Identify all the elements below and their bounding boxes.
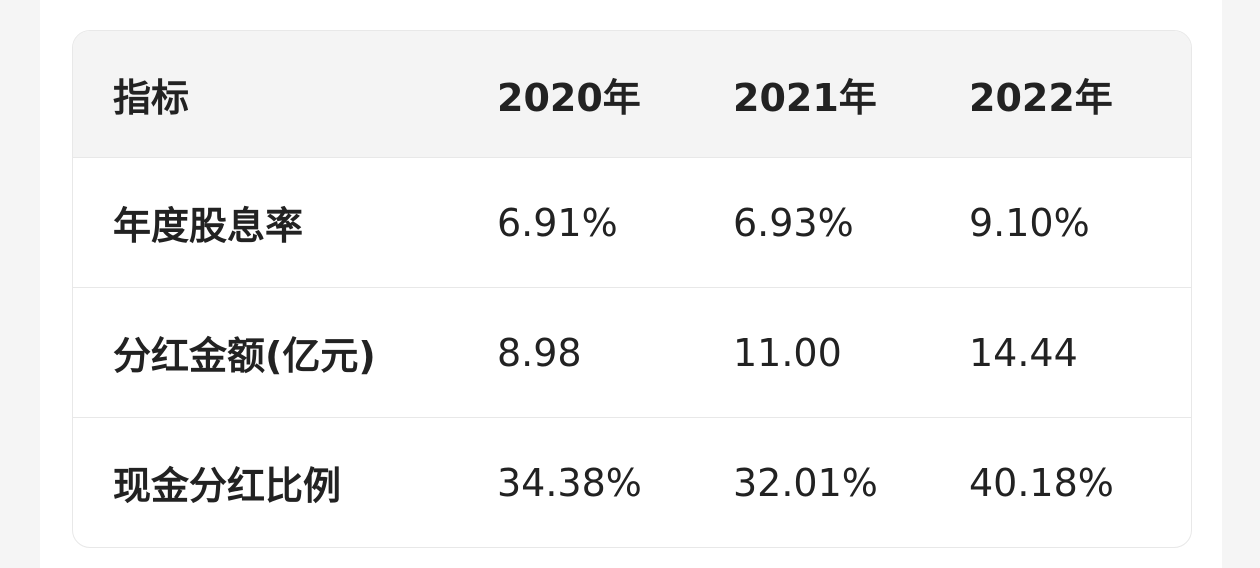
value-cell: 6.91% [497, 200, 618, 245]
header-cell: 指标 [113, 75, 190, 120]
value-cell: 14.44 [969, 330, 1078, 375]
header-row: 指标 2020年 2021年 2022年 [73, 31, 1191, 157]
header-cell: 2020年 [497, 75, 641, 120]
table-row: 分红金额(亿元) 8.98 11.00 14.44 [73, 287, 1191, 417]
value-cell: 6.93% [733, 200, 854, 245]
label-cell: 现金分红比例 [113, 464, 342, 508]
table-row: 现金分红比例 34.38% 32.01% 40.18% [73, 417, 1191, 547]
value-cell: 32.01% [733, 460, 878, 505]
value-cell: 9.10% [969, 200, 1090, 245]
value-cell: 40.18% [969, 460, 1114, 505]
table: 指标 2020年 2021年 2022年年度股息率 6.91% 6.93% 9.10% 分红金… [72, 30, 1192, 548]
table-row: 年度股息率 6.91% 6.93% 9.10% [73, 157, 1191, 287]
label-cell: 年度股息率 [113, 204, 304, 248]
label-cell: 分红金额(亿元) [113, 334, 376, 378]
content: 指标 2020年 2021年 2022年年度股息率 6.91% 6.93% 9.10% 分红金… [40, 0, 1222, 568]
header-cell: 2022年 [969, 75, 1113, 120]
value-cell: 8.98 [497, 330, 582, 375]
value-cell: 34.38% [497, 460, 642, 505]
header-cell: 2021年 [733, 75, 877, 120]
value-cell: 11.00 [733, 330, 842, 375]
